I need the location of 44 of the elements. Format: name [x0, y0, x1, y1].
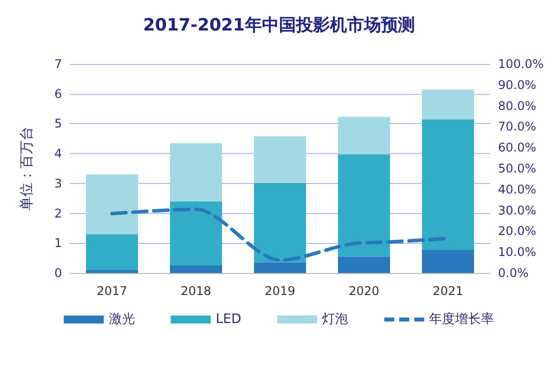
legend-label: 年度增长率	[429, 311, 494, 327]
bar	[254, 136, 306, 183]
y2-tick-label: 40.0%	[498, 182, 536, 196]
bar	[422, 250, 474, 273]
y-tick-label: 2	[54, 206, 62, 220]
bar	[86, 234, 138, 270]
bar	[338, 116, 390, 154]
y-tick-label: 7	[54, 57, 62, 71]
y2-tick-label: 30.0%	[498, 203, 536, 218]
y-tick-label: 4	[54, 146, 62, 161]
y2-tick-label: 60.0%	[498, 140, 536, 155]
y2-tick-label: 100.0%	[498, 57, 544, 71]
bar	[170, 201, 222, 266]
y-tick-label: 3	[54, 176, 62, 190]
bar	[86, 270, 138, 273]
y-tick-label: 0	[54, 266, 62, 280]
bar	[170, 266, 222, 273]
y2-tick-label: 20.0%	[498, 224, 536, 238]
y-axis-title: 单位：百万台	[19, 126, 35, 210]
x-tick-label: 2021	[432, 284, 464, 298]
x-tick-label: 2018	[180, 284, 212, 298]
y-tick-label: 6	[54, 86, 62, 101]
chart-title: 2017-2021年中国投影机市场预测	[143, 16, 415, 36]
y2-tick-label: 90.0%	[498, 78, 536, 92]
y2-tick-label: 10.0%	[498, 245, 536, 260]
y2-tick-label: 70.0%	[498, 120, 536, 134]
y2-tick-label: 0.0%	[498, 266, 528, 280]
y2-tick-label: 80.0%	[498, 98, 536, 113]
y-tick-label: 1	[54, 236, 62, 250]
x-tick-label: 2020	[348, 284, 380, 298]
bar	[170, 143, 222, 202]
legend-label: 灯泡	[322, 312, 348, 327]
bar	[86, 174, 138, 234]
legend-label: LED	[216, 312, 242, 327]
bar	[254, 182, 306, 262]
x-tick-label: 2017	[96, 284, 128, 298]
bar	[338, 154, 390, 257]
bar	[422, 120, 474, 250]
bar	[422, 90, 474, 120]
x-tick-label: 2019	[264, 284, 296, 298]
bar	[338, 256, 390, 273]
legend-label: 激光	[108, 312, 135, 327]
y2-tick-label: 50.0%	[498, 162, 536, 176]
y-tick-label: 5	[54, 116, 62, 131]
